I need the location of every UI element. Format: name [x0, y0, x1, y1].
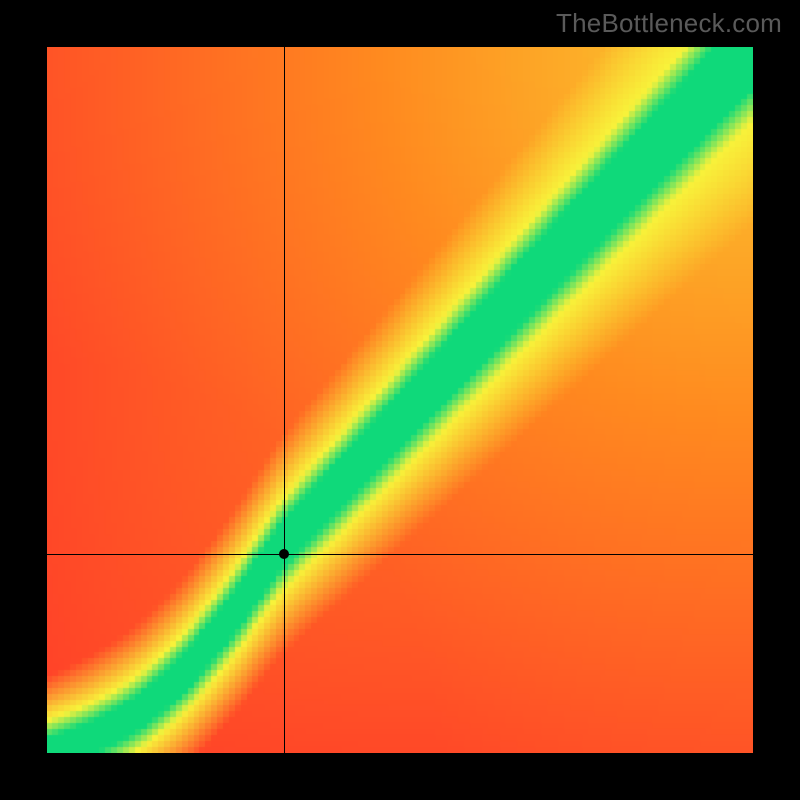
crosshair-horizontal	[47, 554, 753, 555]
heatmap-canvas	[47, 47, 753, 753]
crosshair-vertical	[284, 47, 285, 753]
watermark-text: TheBottleneck.com	[556, 8, 782, 39]
heatmap-plot	[47, 47, 753, 753]
crosshair-marker	[279, 549, 289, 559]
